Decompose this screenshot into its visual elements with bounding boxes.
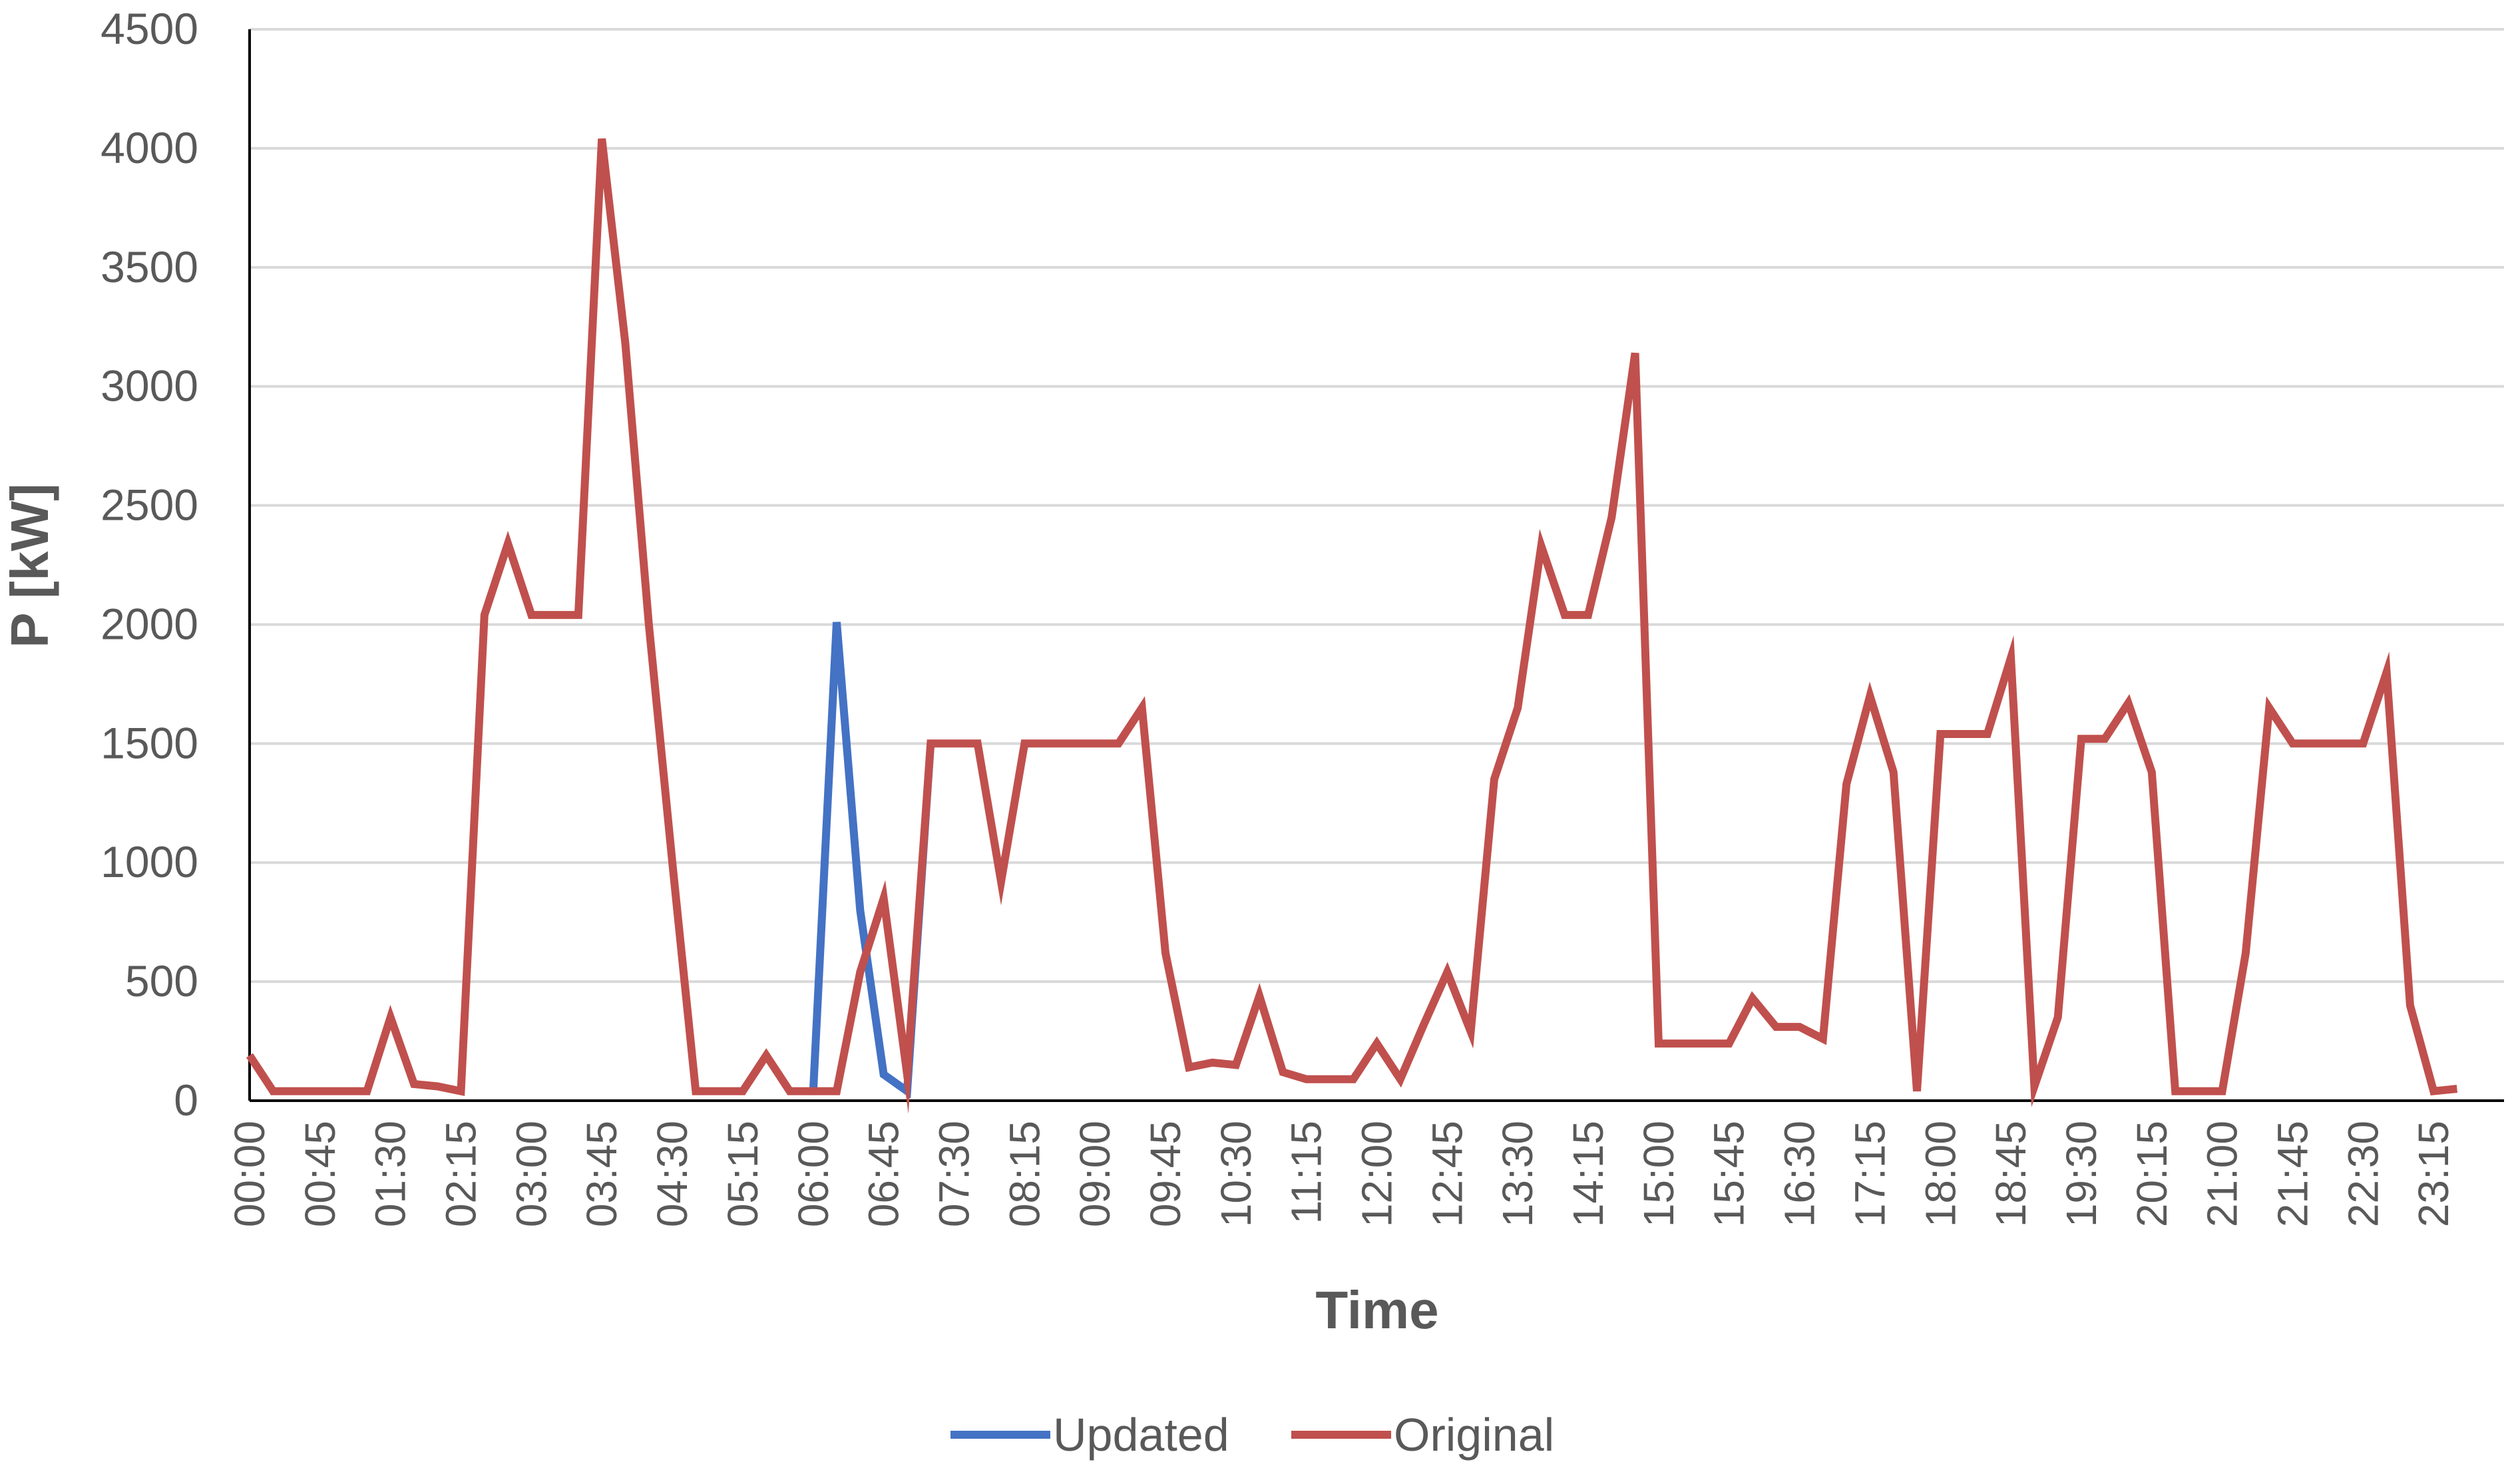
gridlines	[250, 28, 2504, 984]
series-line-original	[246, 138, 2458, 1114]
y-tick-label: 4000	[101, 123, 198, 172]
legend-label-original: Original	[1394, 1409, 1554, 1461]
y-tick-label: 2500	[101, 480, 198, 530]
x-tick-label: 12:45	[1423, 1121, 1471, 1227]
y-tick-label: 0	[174, 1075, 198, 1125]
x-tick-label: 10:30	[1212, 1121, 1260, 1227]
x-tick-labels: 00:00 00:45 01:30 02:15 03:00 03:45 04:30 05:15…	[226, 1121, 2457, 1227]
x-tick-label: 16:30	[1776, 1121, 1824, 1227]
y-tick-label: 3000	[101, 361, 198, 411]
x-tick-label: 04:30	[648, 1121, 696, 1227]
x-tick-label: 00:00	[226, 1121, 274, 1227]
x-tick-label: 06:45	[860, 1121, 908, 1227]
y-tick-labels: 0 500 1000 1500 2000 2500 3000 3500 4000 4500	[101, 4, 198, 1125]
x-tick-label: 01:30	[367, 1121, 415, 1227]
x-tick-label: 21:45	[2268, 1121, 2316, 1227]
x-tick-label: 17:15	[1846, 1121, 1894, 1227]
y-tick-label: 4500	[101, 4, 198, 53]
x-tick-label: 00:45	[296, 1121, 344, 1227]
axes	[248, 29, 2504, 1102]
x-tick-label: 15:00	[1635, 1121, 1683, 1227]
y-tick-label: 1500	[101, 718, 198, 767]
series-lines	[246, 138, 2458, 1114]
x-tick-label: 15:45	[1705, 1121, 1753, 1227]
y-tick-label: 500	[125, 956, 198, 1006]
x-tick-label: 18:00	[1916, 1121, 1964, 1227]
x-tick-label: 02:15	[437, 1121, 485, 1227]
x-tick-label: 14:15	[1564, 1121, 1612, 1227]
x-tick-label: 22:30	[2339, 1121, 2387, 1227]
x-tick-label: 03:45	[578, 1121, 626, 1227]
legend: Updated Original	[950, 1409, 1554, 1461]
x-tick-label: 12:00	[1353, 1121, 1401, 1227]
y-tick-label: 3500	[101, 242, 198, 291]
x-tick-label: 11:15	[1283, 1121, 1331, 1224]
x-tick-label: 23:15	[2410, 1121, 2457, 1227]
x-axis-title: Time	[1315, 1280, 1438, 1340]
x-tick-label: 05:15	[719, 1121, 767, 1227]
x-tick-label: 19:30	[2057, 1121, 2105, 1227]
x-tick-label: 08:15	[1000, 1121, 1048, 1227]
x-tick-label: 18:45	[1987, 1121, 2035, 1227]
y-tick-label: 1000	[101, 837, 198, 886]
x-tick-label: 13:30	[1494, 1121, 1542, 1227]
x-tick-label: 07:30	[930, 1121, 978, 1227]
x-tick-label: 09:45	[1142, 1121, 1189, 1227]
y-axis-title: P [kW]	[0, 483, 59, 647]
x-tick-label: 09:00	[1071, 1121, 1119, 1227]
legend-label-updated: Updated	[1053, 1409, 1229, 1461]
x-tick-label: 06:00	[789, 1121, 837, 1227]
x-tick-label: 21:00	[2199, 1121, 2246, 1227]
x-tick-label: 20:15	[2128, 1121, 2176, 1227]
x-tick-label: 03:00	[507, 1121, 555, 1227]
y-tick-label: 2000	[101, 599, 198, 648]
